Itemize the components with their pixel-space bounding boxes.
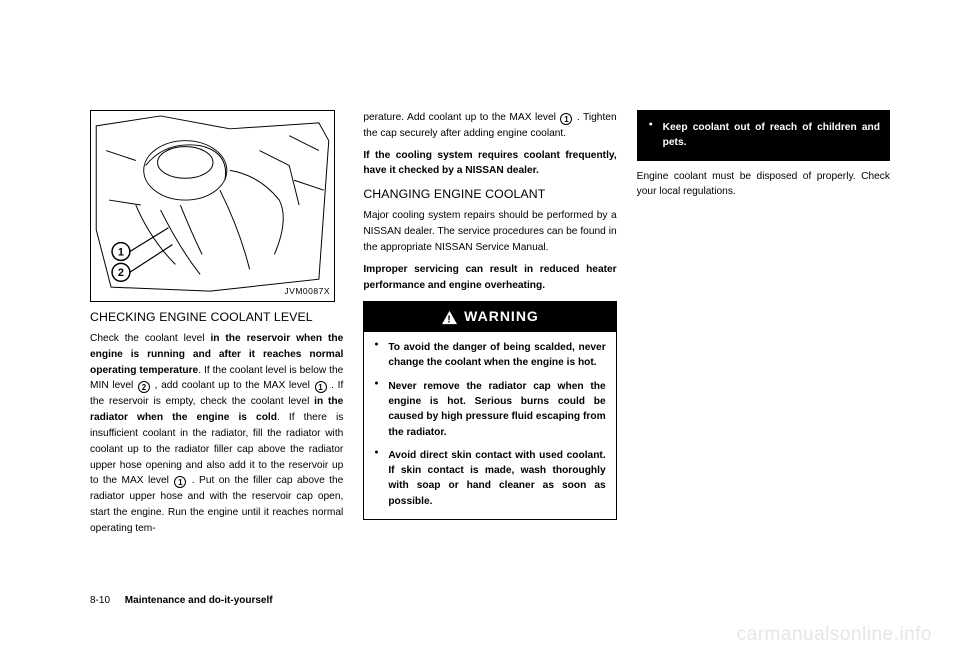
- text: , add coolant up to the MAX level: [151, 380, 314, 391]
- warning-item-4: Keep coolant out of reach of chil­dren a…: [649, 120, 880, 151]
- page-number: 8-10: [90, 595, 110, 606]
- warning-item-1: To avoid the danger of being scalded, ne…: [374, 340, 605, 371]
- watermark: carmanualsonline.info: [737, 624, 932, 646]
- page-footer: 8-10 Maintenance and do-it-yourself: [90, 595, 273, 606]
- warning-box: ! WARNING To avoid the danger of being s…: [363, 301, 616, 520]
- warning-label: WARNING: [464, 306, 539, 328]
- engine-coolant-figure: 1 2 JVM0087X: [90, 110, 335, 302]
- heading-checking-coolant: CHECKING ENGINE COOLANT LEVEL: [90, 308, 343, 327]
- col2-paragraph-2: If the cooling system requires coolant f…: [363, 148, 616, 180]
- warning-header: ! WARNING: [364, 302, 615, 332]
- figure-id: JVM0087X: [284, 285, 330, 298]
- svg-text:!: !: [448, 314, 452, 325]
- circle-2-icon: 2: [138, 381, 150, 393]
- col1-paragraph: Check the coolant level in the reservoir…: [90, 331, 343, 537]
- col2-paragraph-3: Major cooling system repairs should be p…: [363, 208, 616, 255]
- column-2: perature. Add coolant up to the MAX leve…: [363, 110, 616, 543]
- col2-paragraph-1: perature. Add coolant up to the MAX leve…: [363, 110, 616, 142]
- warning-body: To avoid the danger of being scalded, ne…: [364, 332, 615, 519]
- column-1: 1 2 JVM0087X CHECKING ENGINE COOLANT LEV…: [90, 110, 343, 543]
- text: Check the coolant level: [90, 333, 210, 344]
- circle-1-icon: 1: [315, 381, 327, 393]
- figure-svg: 1 2: [91, 111, 334, 301]
- warning-triangle-icon: !: [441, 310, 458, 325]
- heading-changing-coolant: CHANGING ENGINE COOLANT: [363, 185, 616, 204]
- section-title: Maintenance and do-it-yourself: [125, 595, 273, 606]
- circle-1-icon: 1: [174, 476, 186, 488]
- warning-box-continued: Keep coolant out of reach of chil­dren a…: [637, 110, 890, 161]
- warning-item-2: Never remove the radiator cap when the e…: [374, 379, 605, 440]
- col3-paragraph-1: Engine coolant must be disposed of prope…: [637, 169, 890, 201]
- column-3: Keep coolant out of reach of chil­dren a…: [637, 110, 890, 543]
- figure-callout-2: 2: [118, 267, 124, 279]
- figure-callout-1: 1: [118, 246, 124, 258]
- text: perature. Add coolant up to the MAX leve…: [363, 112, 559, 123]
- col2-paragraph-4: Improper servicing can result in reduced…: [363, 262, 616, 294]
- circle-1-icon: 1: [560, 113, 572, 125]
- warning-item-3: Avoid direct skin contact with used cool…: [374, 448, 605, 509]
- page-content: 1 2 JVM0087X CHECKING ENGINE COOLANT LEV…: [0, 0, 960, 543]
